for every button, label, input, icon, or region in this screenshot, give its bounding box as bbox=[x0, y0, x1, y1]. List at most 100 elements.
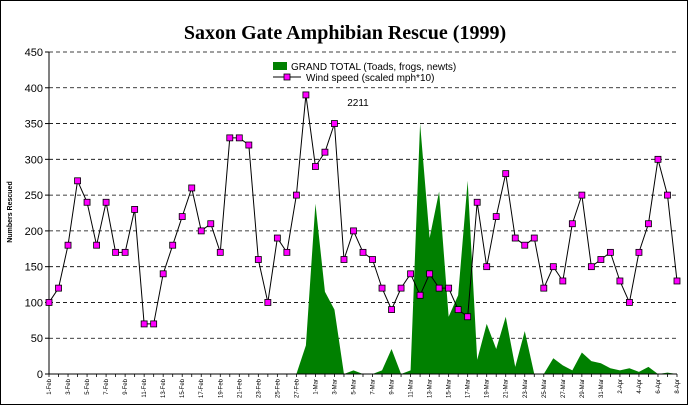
wind-speed-point bbox=[473, 198, 481, 206]
wind-speed-point bbox=[302, 91, 310, 99]
x-tick-label: 17-Feb bbox=[199, 378, 205, 398]
wind-speed-point bbox=[616, 277, 624, 285]
legend-area-label: GRAND TOTAL (Toads, frogs, newts) bbox=[291, 62, 456, 73]
x-tick-label: 15-Mar bbox=[447, 379, 453, 398]
x-tick-label: 21-Feb bbox=[237, 378, 243, 398]
x-tick-label: 11-Feb bbox=[142, 378, 148, 397]
gridlines bbox=[45, 51, 677, 375]
wind-speed-point bbox=[369, 256, 376, 263]
wind-speed-point bbox=[207, 220, 215, 228]
wind-speed-point bbox=[226, 134, 234, 142]
wind-speed-point bbox=[407, 270, 414, 278]
x-tick-labels: 1-Feb 3-Feb 5-Feb 7-Feb 9-Feb 11-Feb 13-Feb 15-… bbox=[47, 374, 681, 398]
x-tick-label: 9-Mar bbox=[390, 379, 396, 395]
wind-speed-point bbox=[445, 284, 453, 292]
wind-speed-point bbox=[102, 198, 110, 206]
x-tick-label: 5-Mar bbox=[351, 379, 357, 395]
x-tick-label: 3-Feb bbox=[66, 378, 72, 394]
wind-speed-point bbox=[635, 248, 643, 256]
wind-speed-point bbox=[331, 120, 338, 127]
x-tick-label: 1-Feb bbox=[47, 378, 53, 394]
y-tick-label: 200 bbox=[25, 226, 43, 238]
chart-title: Saxon Gate Amphibian Rescue (1999) bbox=[184, 22, 506, 44]
wind-speed-point bbox=[321, 148, 329, 156]
wind-speed-point bbox=[197, 227, 205, 235]
y-tick-label: 0 bbox=[37, 369, 43, 381]
line-series-wind-speed bbox=[48, 94, 678, 325]
y-tick-label: 150 bbox=[25, 262, 43, 274]
wind-speed-point bbox=[188, 184, 196, 192]
wind-speed-point bbox=[606, 248, 614, 256]
wind-speed-point bbox=[245, 141, 253, 149]
wind-speed-point bbox=[492, 213, 500, 220]
x-tick-label: 29-Mar bbox=[580, 379, 586, 398]
wind-speed-point bbox=[264, 299, 272, 306]
x-tick-label: 19-Feb bbox=[218, 378, 224, 398]
wind-speed-point bbox=[530, 234, 538, 242]
x-tick-label: 7-Mar bbox=[371, 379, 377, 395]
y-axis-label: Numbers Rescued bbox=[7, 181, 14, 242]
x-tick-label: 6-Apr bbox=[656, 379, 662, 394]
x-tick-label: 13-Feb bbox=[161, 378, 167, 398]
wind-speed-point bbox=[312, 163, 319, 170]
x-tick-label: 23-Feb bbox=[256, 378, 262, 398]
wind-speed-point bbox=[83, 198, 91, 206]
legend-line-label: Wind speed (scaled mph*10) bbox=[306, 73, 434, 84]
x-tick-label: 17-Mar bbox=[466, 379, 472, 398]
wind-speed-point bbox=[483, 263, 491, 271]
legend-area-swatch bbox=[273, 62, 287, 70]
wind-speed-point bbox=[169, 241, 177, 249]
y-tick-label: 350 bbox=[25, 119, 43, 131]
wind-speed-point bbox=[178, 213, 186, 220]
legend: GRAND TOTAL (Toads, frogs, newts) Wind s… bbox=[273, 62, 456, 84]
x-tick-label: 15-Feb bbox=[180, 378, 186, 398]
wind-speed-point bbox=[597, 256, 605, 263]
x-tick-label: 23-Mar bbox=[523, 379, 529, 398]
y-axis-label-group: Numbers Rescued bbox=[7, 181, 14, 242]
wind-speed-point bbox=[74, 177, 81, 185]
wind-speed-point bbox=[216, 248, 224, 256]
wind-speed-point bbox=[654, 155, 662, 163]
x-tick-label: 4-Apr bbox=[637, 379, 643, 394]
wind-speed-point bbox=[626, 299, 633, 306]
wind-speed-point bbox=[340, 256, 348, 263]
wind-speed-point bbox=[559, 277, 567, 285]
x-tick-label: 27-Feb bbox=[294, 378, 300, 398]
wind-speed-point bbox=[112, 248, 120, 256]
wind-speed-point bbox=[254, 256, 262, 263]
x-tick-label: 27-Mar bbox=[561, 379, 567, 398]
wind-speed-point bbox=[511, 234, 519, 242]
x-tick-label: 21-Mar bbox=[504, 379, 510, 398]
wind-speed-point bbox=[150, 320, 158, 328]
x-tick-label: 25-Feb bbox=[275, 378, 281, 398]
y-tick-label: 300 bbox=[25, 154, 43, 166]
wind-speed-point bbox=[159, 270, 167, 278]
wind-speed-point bbox=[416, 291, 424, 299]
area-series-layer bbox=[49, 123, 677, 374]
wind-speed-point bbox=[45, 299, 53, 306]
line-markers bbox=[45, 91, 681, 328]
wind-speed-point bbox=[378, 284, 386, 292]
y-tick-label: 100 bbox=[25, 297, 43, 309]
wind-speed-point bbox=[359, 248, 367, 256]
area-series-grand-total bbox=[49, 123, 677, 374]
x-tick-label: 11-Mar bbox=[409, 379, 415, 398]
wind-speed-point bbox=[426, 270, 434, 278]
wind-speed-point bbox=[568, 220, 576, 228]
x-tick-label: 19-Mar bbox=[485, 379, 491, 398]
x-tick-label: 1-Mar bbox=[313, 379, 319, 395]
wind-speed-point bbox=[540, 284, 548, 292]
line-series-layer bbox=[48, 94, 678, 325]
x-tick-label: 2-Apr bbox=[618, 379, 624, 394]
wind-speed-point bbox=[283, 248, 291, 256]
wind-speed-point bbox=[664, 191, 671, 199]
x-tick-label: 25-Mar bbox=[542, 379, 548, 398]
wind-speed-point bbox=[140, 320, 148, 328]
y-tick-labels: 0 50 100 150 200 250 300 350 400 450 bbox=[25, 47, 43, 381]
y-tick-label: 400 bbox=[25, 83, 43, 95]
x-tick-label: 5-Feb bbox=[85, 378, 91, 394]
y-tick-label: 250 bbox=[25, 190, 43, 202]
wind-speed-point bbox=[502, 170, 510, 178]
wind-speed-point bbox=[587, 263, 595, 271]
